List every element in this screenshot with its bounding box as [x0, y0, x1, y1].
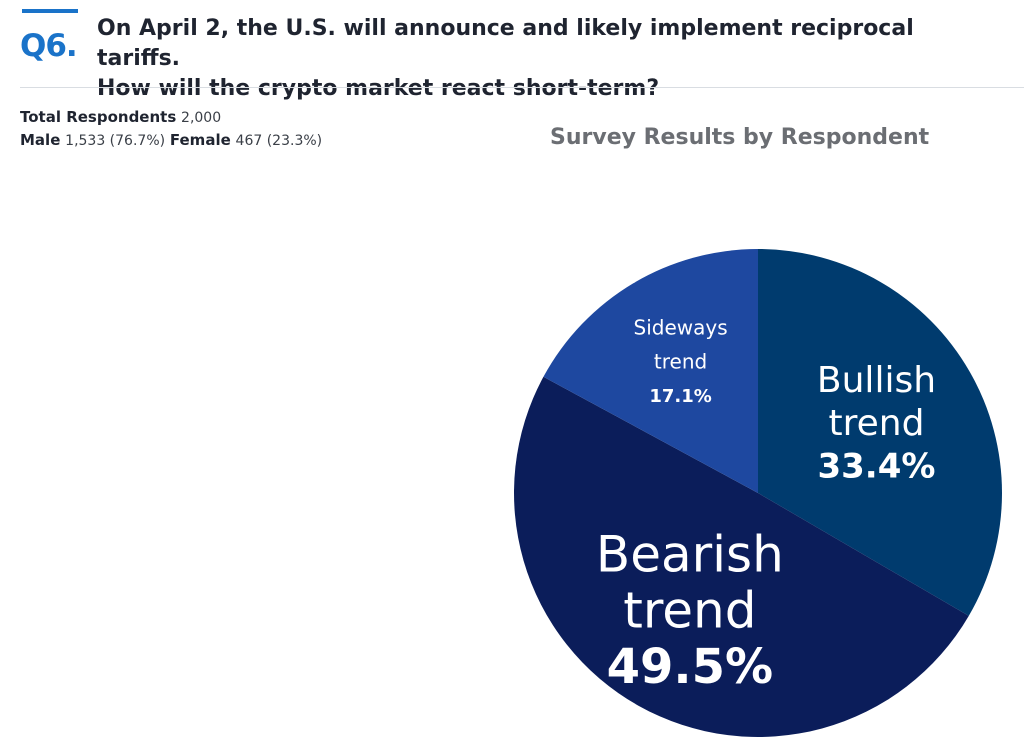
- female-label: Female: [169, 131, 231, 149]
- question-line-1: On April 2, the U.S. will announce and l…: [97, 16, 914, 71]
- male-value: 1,533 (76.7%): [65, 133, 166, 149]
- slice-label-bullish-value: 33.4%: [817, 446, 935, 486]
- female-value: 467 (23.3%): [235, 133, 323, 149]
- question-number: Q6.: [20, 28, 78, 64]
- slice-label-bullish-name: Bullish: [817, 360, 936, 401]
- total-respondents-label: Total Respondents: [20, 108, 177, 126]
- chart-title: Survey Results by Respondent: [550, 125, 930, 150]
- total-respondents-value: 2,000: [181, 110, 222, 126]
- header-divider: [20, 87, 1024, 88]
- question-line-2: How will the crypto market react short-t…: [97, 76, 660, 101]
- pie-slice-sideways: [543, 249, 758, 493]
- pie-slice-bullish: [758, 249, 1002, 616]
- slice-label-sideways-name: Sideways: [634, 316, 728, 340]
- question-text: On April 2, the U.S. will announce and l…: [97, 14, 997, 104]
- pie-slice-bearish: [514, 376, 969, 737]
- slice-label-bearish-name: Bearish: [596, 526, 784, 584]
- slice-label-sideways-value: 17.1%: [649, 386, 711, 407]
- respondent-summary: Total Respondents 2,000 Male 1,533 (76.7…: [20, 106, 322, 152]
- slice-label-sideways-name: trend: [654, 350, 707, 374]
- total-respondents-row: Total Respondents 2,000: [20, 106, 322, 129]
- question-accent-rule: [22, 9, 78, 13]
- slice-label-bearish-value: 49.5%: [607, 639, 774, 695]
- male-label: Male: [20, 131, 61, 149]
- slice-label-bearish-name: trend: [623, 582, 756, 640]
- slice-label-bullish-name: trend: [829, 403, 925, 444]
- gender-row: Male 1,533 (76.7%) Female 467 (23.3%): [20, 129, 322, 152]
